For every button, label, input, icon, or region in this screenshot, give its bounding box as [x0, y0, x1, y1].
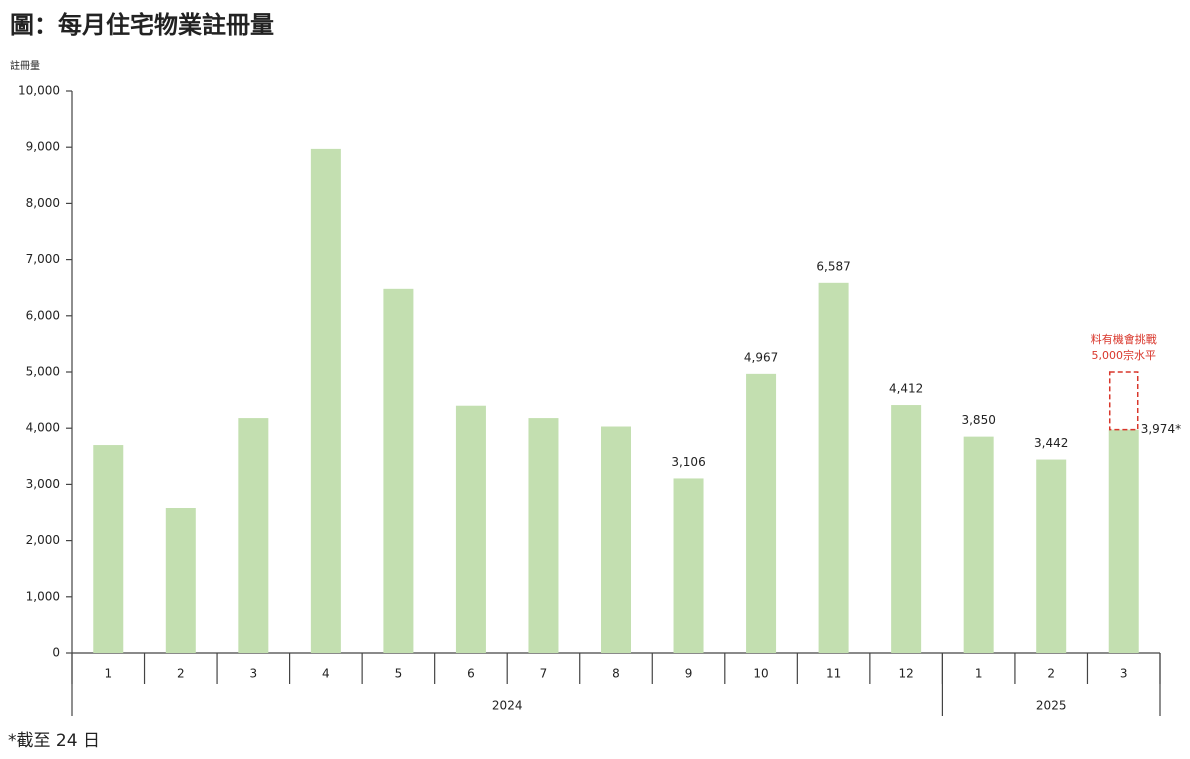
value-label: 3,442 [1034, 436, 1068, 450]
y-tick-label: 3,000 [26, 477, 60, 491]
x-tick-label: 11 [826, 667, 841, 681]
bar [963, 436, 994, 653]
bar [601, 426, 631, 653]
bar [310, 148, 341, 654]
x-tick-label: 3 [1120, 667, 1128, 681]
value-label: 3,974* [1141, 422, 1181, 436]
annotation-box [1108, 371, 1139, 431]
y-tick-label: 6,000 [26, 308, 60, 322]
group-label: 2025 [1036, 699, 1067, 713]
bar [93, 445, 124, 653]
y-tick-label: 8,000 [26, 196, 60, 210]
x-tick-label: 2 [1047, 667, 1055, 681]
x-tick-label: 2 [177, 667, 185, 681]
group-label: 2024 [492, 699, 523, 713]
footnote: *截至 24 日 [8, 731, 100, 751]
bar [818, 282, 849, 653]
annotation-text: 料有機會挑戰 [1091, 332, 1157, 346]
y-tick-label: 4,000 [26, 421, 60, 435]
x-tick-label: 5 [395, 667, 403, 681]
y-tick-label: 0 [52, 646, 60, 660]
bar [673, 478, 704, 653]
value-label: 4,412 [889, 382, 923, 396]
x-tick-label: 4 [322, 667, 330, 681]
x-tick-label: 1 [104, 667, 112, 681]
x-tick-label: 7 [540, 667, 548, 681]
bar [1036, 459, 1067, 653]
y-tick-label: 10,000 [18, 84, 60, 98]
y-axis-label: 註冊量 [10, 60, 40, 72]
y-tick-label: 1,000 [26, 589, 60, 603]
value-label: 4,967 [744, 350, 778, 364]
y-tick-label: 5,000 [26, 365, 60, 379]
chart-title: 圖：每月住宅物業註冊量 [10, 11, 274, 39]
x-tick-label: 12 [898, 667, 913, 681]
bar [455, 405, 486, 653]
x-tick-label: 9 [685, 667, 693, 681]
bar [383, 288, 414, 653]
x-tick-label: 8 [612, 667, 620, 681]
annotation-text: 5,000宗水平 [1091, 348, 1156, 362]
value-label: 6,587 [816, 259, 850, 273]
bar [1108, 429, 1139, 653]
bar [746, 373, 777, 653]
bar [528, 418, 559, 653]
y-tick-label: 9,000 [26, 140, 60, 154]
bar [891, 405, 922, 653]
x-tick-label: 1 [975, 667, 983, 681]
y-tick-label: 2,000 [26, 533, 60, 547]
y-tick-label: 7,000 [26, 252, 60, 266]
value-label: 3,850 [961, 413, 995, 427]
x-tick-label: 6 [467, 667, 475, 681]
bar [165, 508, 196, 653]
bar [238, 418, 269, 653]
value-label: 3,106 [671, 455, 705, 469]
x-tick-label: 10 [753, 667, 768, 681]
x-tick-label: 3 [250, 667, 258, 681]
